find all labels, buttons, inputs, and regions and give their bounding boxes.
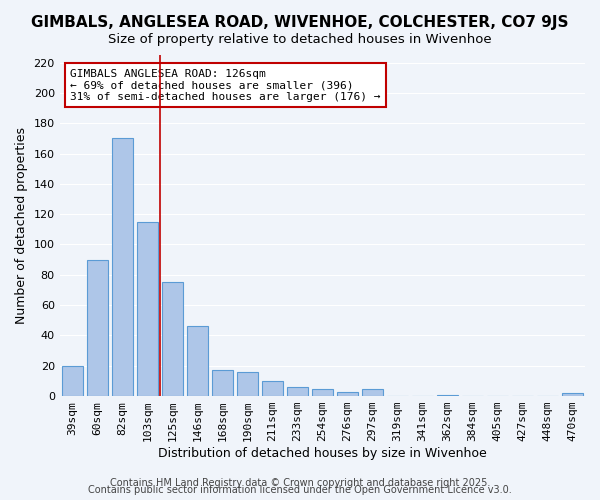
Bar [287,387,308,396]
Bar [236,372,258,396]
Bar [362,388,383,396]
Bar [262,381,283,396]
X-axis label: Distribution of detached houses by size in Wivenhoe: Distribution of detached houses by size … [158,447,487,460]
Text: Contains HM Land Registry data © Crown copyright and database right 2025.: Contains HM Land Registry data © Crown c… [110,478,490,488]
Bar [312,388,333,396]
Y-axis label: Number of detached properties: Number of detached properties [15,127,28,324]
Text: GIMBALS ANGLESEA ROAD: 126sqm
← 69% of detached houses are smaller (396)
31% of : GIMBALS ANGLESEA ROAD: 126sqm ← 69% of d… [70,68,380,102]
Bar [437,394,458,396]
Bar [562,393,583,396]
Bar [187,326,208,396]
Bar [212,370,233,396]
Bar [137,222,158,396]
Text: Contains public sector information licensed under the Open Government Licence v3: Contains public sector information licen… [88,485,512,495]
Text: Size of property relative to detached houses in Wivenhoe: Size of property relative to detached ho… [108,32,492,46]
Bar [337,392,358,396]
Bar [62,366,83,396]
Bar [112,138,133,396]
Text: GIMBALS, ANGLESEA ROAD, WIVENHOE, COLCHESTER, CO7 9JS: GIMBALS, ANGLESEA ROAD, WIVENHOE, COLCHE… [31,15,569,30]
Bar [86,260,108,396]
Bar [161,282,183,396]
